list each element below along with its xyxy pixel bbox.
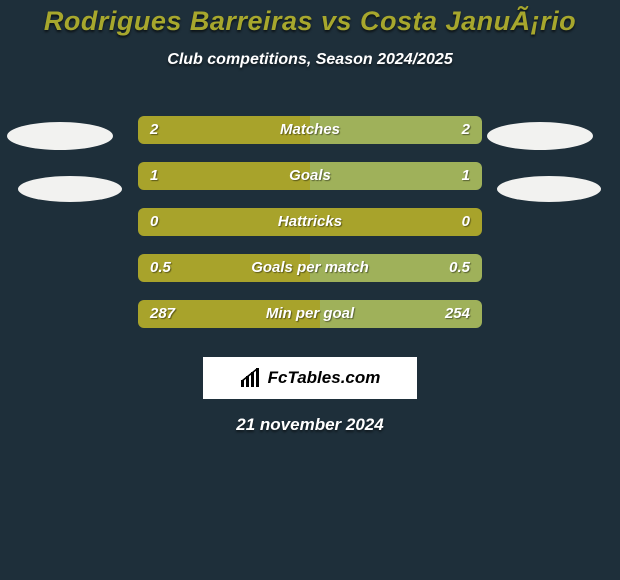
stat-row: 0.50.5Goals per match [0,245,620,291]
decorative-ellipse [7,122,113,150]
stat-label: Min per goal [138,300,482,328]
comparison-title: Rodrigues Barreiras vs Costa JanuÃ¡rio [0,0,620,37]
stat-label: Matches [138,116,482,144]
comparison-subtitle: Club competitions, Season 2024/2025 [0,51,620,69]
source-badge: FcTables.com [203,357,417,399]
decorative-ellipse [497,176,601,202]
snapshot-date: 21 november 2024 [0,415,620,435]
stat-label: Hattricks [138,208,482,236]
stat-label: Goals [138,162,482,190]
decorative-ellipse [18,176,122,202]
decorative-ellipse [487,122,593,150]
stat-row: 287254Min per goal [0,291,620,337]
source-badge-text: FcTables.com [268,368,381,388]
stat-row: 00Hattricks [0,199,620,245]
stat-label: Goals per match [138,254,482,282]
bars-icon [240,368,262,388]
